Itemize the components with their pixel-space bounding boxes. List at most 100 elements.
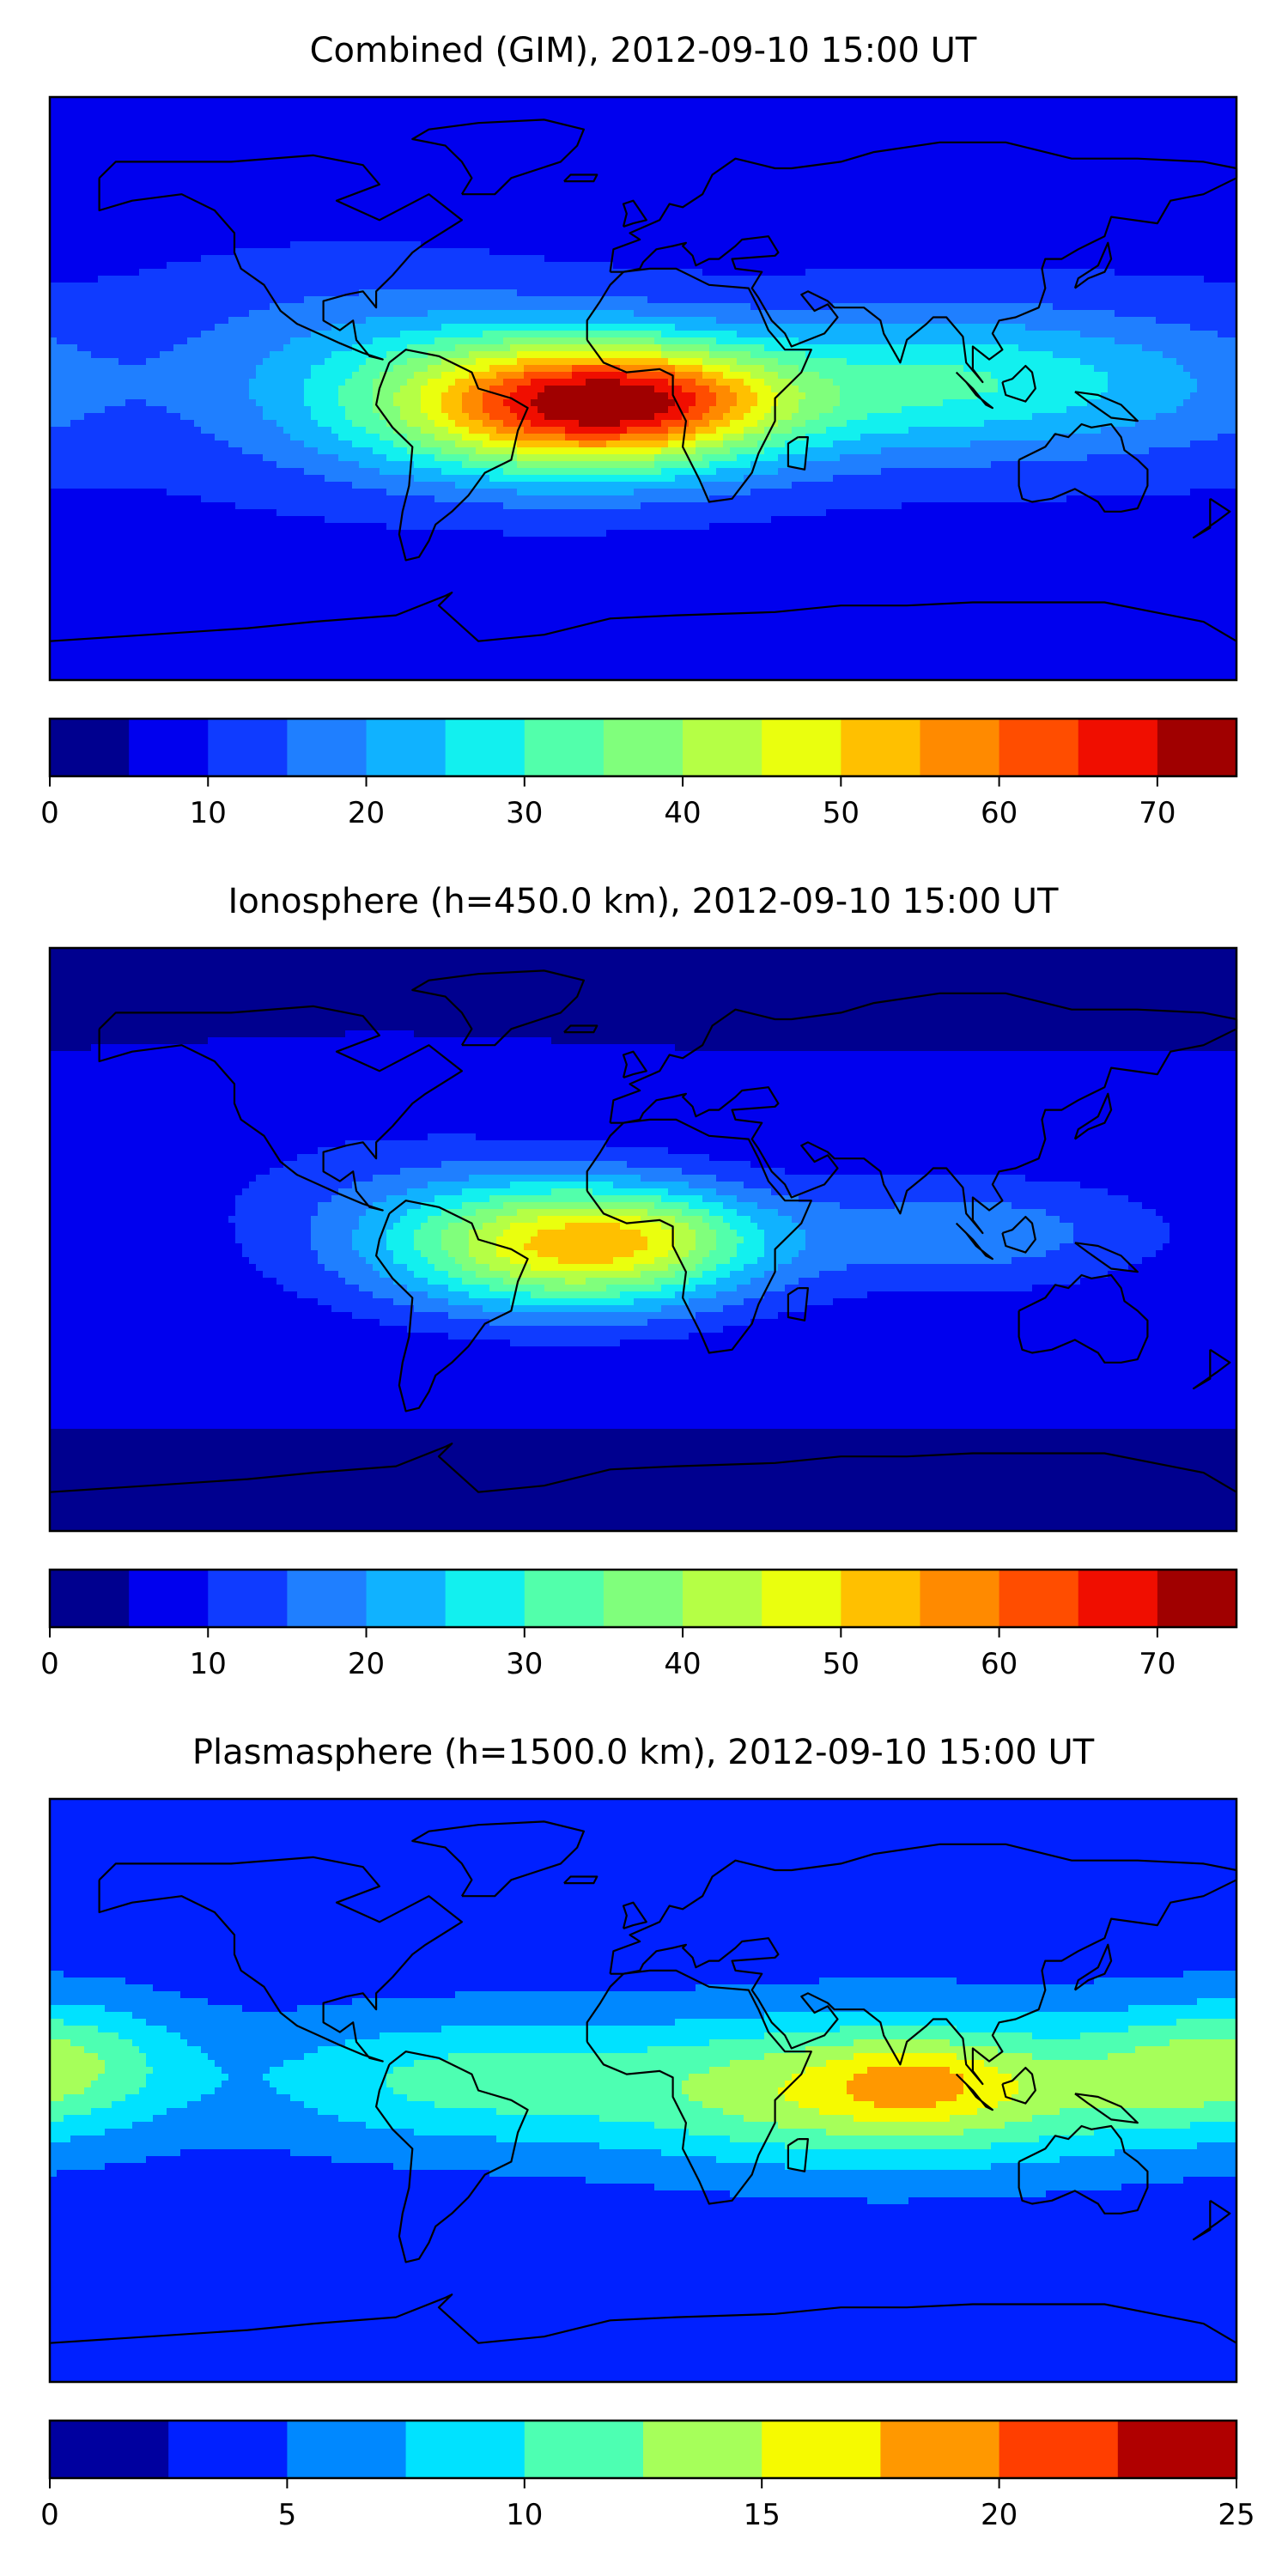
field-cell [613,125,621,132]
field-cell [441,166,449,173]
field-cell [118,97,126,105]
field-cell [283,118,291,125]
field-cell [922,125,930,132]
field-cell [1046,118,1054,125]
field-cell [331,118,339,125]
field-cell [1025,186,1033,194]
field-cell [1025,241,1033,249]
field-cell [393,186,401,194]
field-cell [943,193,951,201]
field-cell [1135,234,1143,242]
field-cell [118,221,126,228]
field-cell [386,138,394,146]
field-cell [331,145,339,153]
field-cell [132,97,140,105]
field-cell [792,145,799,153]
field-cell [908,228,916,235]
field-cell [462,173,470,180]
field-cell [641,255,648,263]
field-cell [902,207,909,215]
field-cell [764,221,772,228]
field-cell [586,152,593,160]
field-cell [1197,97,1205,105]
field-cell [984,241,992,249]
field-cell [476,179,483,187]
field-cell [428,118,435,125]
field-cell [551,97,559,105]
field-cell [70,118,78,125]
field-cell [957,289,964,297]
field-cell [1080,248,1088,256]
field-cell [380,179,387,187]
field-cell [1046,262,1054,270]
field-cell [448,276,456,283]
field-cell [1018,118,1026,125]
field-cell [1053,125,1060,132]
field-cell [1197,179,1205,187]
field-cell [702,276,710,283]
field-cell [386,221,394,228]
field-cell [1108,97,1115,105]
field-cell [895,118,902,125]
field-cell [1025,283,1033,290]
field-cell [407,221,415,228]
field-cell [98,200,106,208]
field-cell [441,173,449,180]
field-cell [510,166,518,173]
field-cell [489,138,497,146]
field-cell [139,241,147,249]
field-cell [1032,269,1040,276]
field-cell [112,207,119,215]
field-cell [826,166,834,173]
field-cell [963,179,971,187]
field-cell [613,289,621,297]
field-cell [970,173,978,180]
field-cell [544,221,552,228]
field-cell [606,118,614,125]
field-cell [64,289,71,297]
field-cell [689,125,696,132]
field-cell [503,283,511,290]
field-cell [359,214,367,222]
field-cell [1163,248,1170,256]
field-cell [1121,269,1129,276]
field-cell [1121,131,1129,139]
field-cell [1087,228,1095,235]
field-cell [70,125,78,132]
field-cell [249,118,257,125]
field-cell [963,283,971,290]
field-cell [874,145,882,153]
field-cell [833,166,841,173]
field-cell [1135,207,1143,215]
field-cell [606,289,614,297]
field-cell [1018,207,1026,215]
field-cell [1053,248,1060,256]
field-cell [895,248,902,256]
field-cell [1224,228,1232,235]
field-cell [943,104,951,112]
field-cell [201,200,209,208]
field-cell [77,173,85,180]
field-cell [112,248,119,256]
field-cell [380,276,387,283]
field-cell [476,248,483,256]
field-cell [1211,262,1218,270]
field-cell [242,166,250,173]
field-cell [386,104,394,112]
field-cell [744,159,751,167]
field-cell [263,207,270,215]
field-cell [1156,207,1163,215]
field-cell [1204,111,1212,118]
field-cell [1218,262,1225,270]
field-cell [1060,248,1067,256]
field-cell [201,118,209,125]
field-cell [854,262,861,270]
field-cell [407,234,415,242]
field-cell [167,131,174,139]
field-cell [1087,179,1095,187]
field-cell [599,152,607,160]
field-cell [908,186,916,194]
field-cell [1005,276,1012,283]
field-cell [1231,173,1236,180]
field-cell [922,221,930,228]
